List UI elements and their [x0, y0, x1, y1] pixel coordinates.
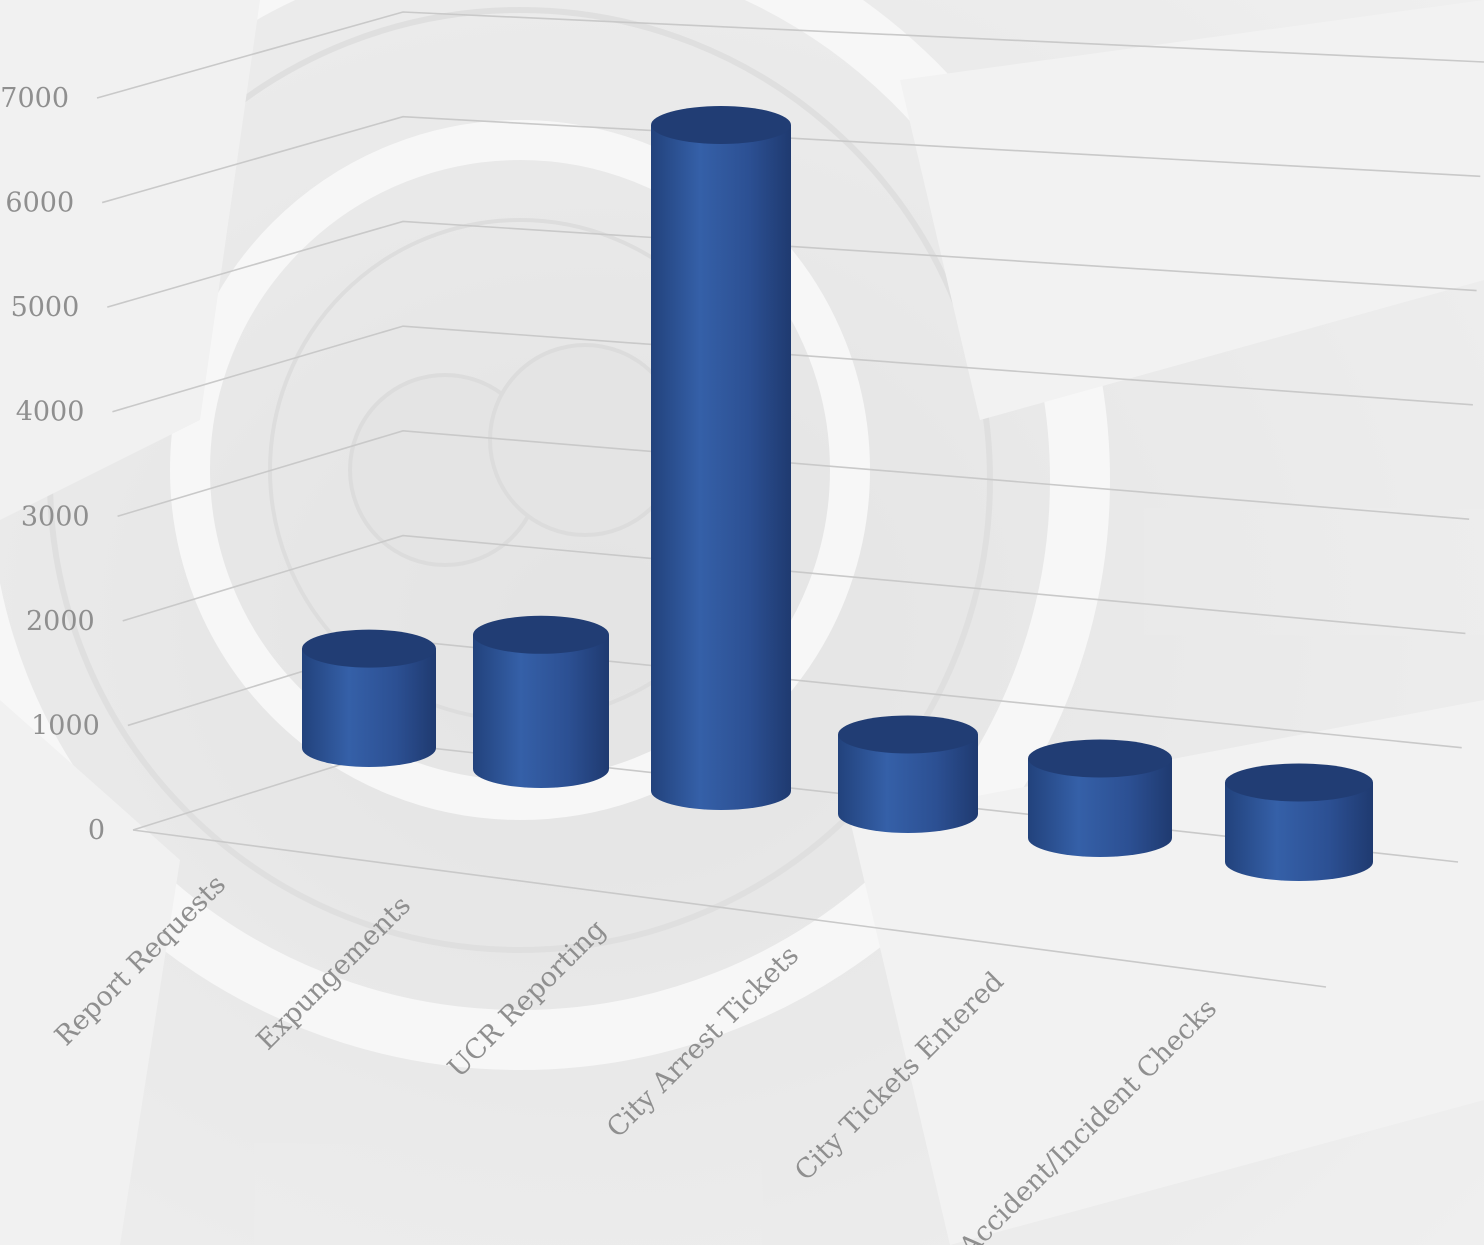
y-tick-label: 3000 [21, 501, 90, 532]
bar-6 [1225, 782, 1373, 881]
y-tick-label: 0 [88, 815, 105, 846]
y-tick-label: 2000 [26, 606, 95, 637]
y-tick-label: 5000 [11, 292, 80, 323]
bar-1-top [302, 629, 436, 668]
y-axis: 0 1000 2000 3000 4000 5000 6000 7000 [0, 83, 105, 846]
bar-2 [473, 634, 609, 788]
floor-edge [132, 829, 1327, 988]
bar-4 [838, 734, 978, 833]
gridline [96, 11, 1484, 99]
bar-3 [651, 125, 791, 810]
gridline [101, 115, 1481, 204]
y-tick-label: 6000 [5, 188, 74, 219]
bar-2-top [473, 615, 609, 654]
bar-3-top [651, 106, 791, 144]
bar-6-top [1225, 763, 1373, 802]
bar-5-top [1028, 739, 1172, 778]
bars [302, 106, 1373, 881]
y-tick-label: 1000 [31, 710, 100, 741]
gridline [122, 534, 1466, 635]
y-tick-label: 7000 [0, 83, 69, 114]
gridline [112, 325, 1473, 413]
y-tick-label: 4000 [16, 397, 85, 428]
gridline [117, 430, 1470, 520]
gridline [107, 220, 1477, 308]
bar-4-top [838, 715, 978, 754]
bar-5 [1028, 758, 1172, 857]
bar-1 [302, 648, 436, 767]
